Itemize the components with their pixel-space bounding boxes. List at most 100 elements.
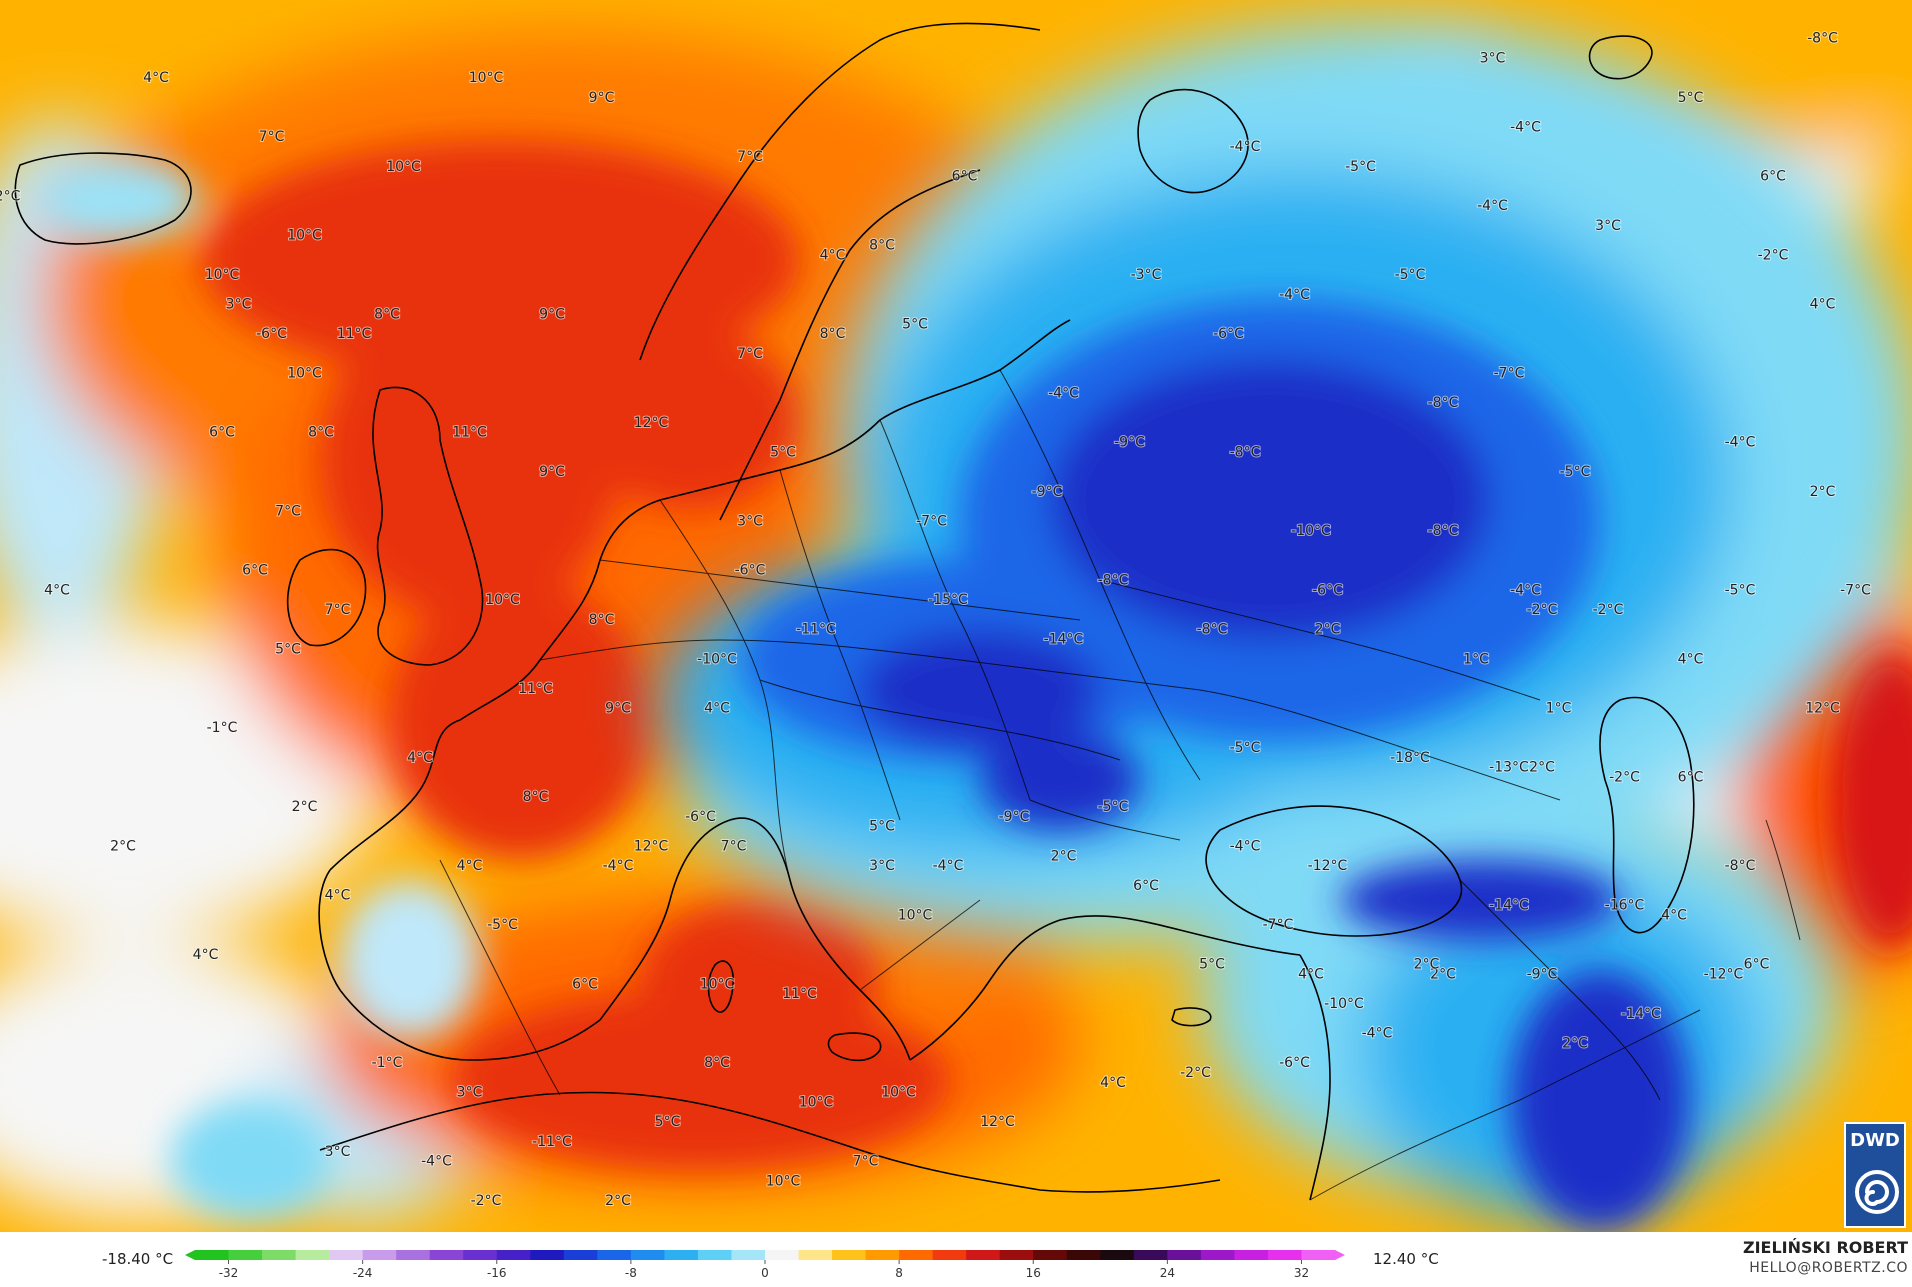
color-scale-cell [798,1250,833,1260]
color-scale-cell [1167,1250,1202,1260]
temperature-label: 10°C [898,907,933,923]
temperature-field [0,0,1912,1232]
temperature-label: -16°C [1605,898,1645,914]
temperature-label: -1°C [207,720,238,736]
temperature-label: -5°C [1230,740,1261,756]
temperature-label: 6°C [1760,169,1786,185]
temperature-label: -8°C [1098,573,1129,589]
temperature-label: 8°C [820,326,846,342]
temperature-label: -4°C [603,858,634,874]
temperature-label: -6°C [735,563,766,579]
color-scale-cell [463,1250,498,1260]
temperature-label: 10°C [485,592,520,608]
temperature-label: -2°C [1609,770,1640,786]
temperature-label: 11°C [518,681,553,697]
temperature-label: 4°C [1661,907,1687,923]
legend-bar: -18.40 °C -32 -24 -16 -8 0 8 16 24 32 12.40 °C Z… [0,1232,1912,1287]
color-scale-cell [832,1250,867,1260]
temperature-label: -5°C [1345,159,1376,175]
temperature-label: 6°C [952,169,978,185]
temperature-label: -14°C [1044,632,1084,648]
temperature-label: 2°C [1315,622,1341,638]
temperature-label: -8°C [1725,858,1756,874]
color-scale-cell [195,1250,230,1260]
temperature-label: 5°C [1199,957,1225,973]
color-scale-cell [1100,1250,1135,1260]
color-scale: -32 -24 -16 -8 0 8 16 24 32 [185,1250,1345,1280]
temperature-label: 10°C [205,267,240,283]
color-scale-cell [932,1250,967,1260]
dwd-logo: DWD [1844,1122,1906,1228]
temperature-label: -14°C [1621,1006,1661,1022]
temperature-label: 11°C [337,326,372,342]
temperature-label: 2°C [1562,1035,1588,1051]
color-scale-cell [597,1250,632,1260]
color-scale-cell [765,1250,800,1260]
color-scale-cell [664,1250,699,1260]
temperature-label: 6°C [209,425,235,441]
temperature-label: 4°C [407,750,433,766]
color-scale-cell [731,1250,766,1260]
temperature-label: -4°C [1510,582,1541,598]
temperature-label: -13°C [1489,760,1529,776]
scale-tick-label: 16 [1026,1266,1041,1280]
temperature-label: -4°C [421,1154,452,1170]
temperature-label: 10°C [287,228,322,244]
temperature-label: -2°C [1180,1065,1211,1081]
temperature-label: -9°C [999,809,1030,825]
color-scale-cell [396,1250,431,1260]
temperature-label: -4°C [1230,139,1261,155]
temperature-label: -15°C [928,592,968,608]
scale-tick-label: -32 [219,1266,239,1280]
color-scale-cell [228,1250,263,1260]
color-scale-cell [1234,1250,1269,1260]
temperature-label: 10°C [799,1095,834,1111]
temperature-map: 4°C4°C7°C10°C9°C10°C7°C2°C10°C6°C3°C-6°C… [0,0,1912,1232]
temperature-label: 8°C [869,238,895,254]
color-scale-cell [563,1250,598,1260]
temperature-label: 12°C [634,838,669,854]
temperature-label: -12°C [1308,858,1348,874]
temperature-label: -4°C [933,858,964,874]
scale-max-label: 12.40 °C [1373,1250,1439,1268]
temperature-label: 6°C [242,563,268,579]
temperature-label: -10°C [697,651,737,667]
temperature-label: 3°C [1595,218,1621,234]
temperature-label: 4°C [143,70,169,86]
temperature-label: 4°C [1810,297,1836,313]
temperature-label: -8°C [1197,622,1228,638]
temperature-label: 11°C [452,425,487,441]
scale-tick-label: 0 [761,1266,769,1280]
color-scale-cell [865,1250,900,1260]
color-scale-cell [362,1250,397,1260]
temperature-label: -4°C [1725,435,1756,451]
scale-tick-label: -8 [625,1266,637,1280]
temperature-label: 8°C [704,1055,730,1071]
author-email: HELLO@ROBERTZ.CO [1749,1260,1908,1276]
color-scale-cell [295,1250,330,1260]
temperature-label: 10°C [469,70,504,86]
temperature-label: -7°C [1494,366,1525,382]
temperature-label: -4°C [1279,287,1310,303]
temperature-label: 6°C [1678,770,1704,786]
temperature-label: 4°C [820,247,846,263]
dwd-logo-text: DWD [1850,1130,1900,1151]
temperature-label: -14°C [1489,898,1529,914]
temperature-label: 3°C [869,858,895,874]
temperature-label: 3°C [226,297,252,313]
temperature-label: -4°C [1362,1026,1393,1042]
temperature-label: 9°C [539,464,565,480]
temperature-label: 10°C [287,366,322,382]
temperature-label: -5°C [1560,464,1591,480]
temperature-label: 3°C [1480,50,1506,66]
temperature-label: 4°C [44,582,70,598]
temperature-label: -11°C [532,1134,572,1150]
temperature-label: -9°C [1527,967,1558,983]
temperature-label: 4°C [704,701,730,717]
temperature-labels: 4°C4°C7°C10°C9°C10°C7°C2°C10°C6°C3°C-6°C… [0,30,1872,1210]
author-name: ZIELIŃSKI ROBERT [1742,1238,1908,1257]
temperature-label: -1°C [372,1055,403,1071]
temperature-label: 2°C [0,188,21,204]
color-scale-cell [1033,1250,1068,1260]
temperature-label: -7°C [1840,582,1871,598]
